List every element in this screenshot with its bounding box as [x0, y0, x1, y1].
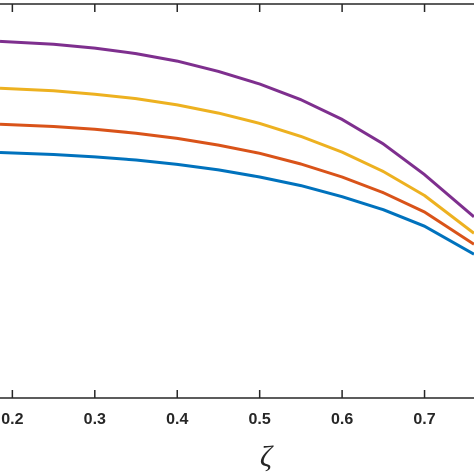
x-tick-label: 0.4 — [166, 411, 188, 428]
series-line-1 — [0, 39, 474, 218]
series-line-2 — [0, 86, 474, 235]
series-line-4 — [0, 151, 474, 256]
axes — [0, 3, 474, 399]
x-tick-label: 0.2 — [1, 411, 23, 428]
x-axis-label: ζ — [260, 440, 274, 473]
x-tick-label: 0.6 — [331, 411, 353, 428]
series-line-3 — [0, 122, 474, 246]
series-group — [0, 39, 474, 256]
x-tick-label: 0.3 — [84, 411, 106, 428]
x-ticks: 0.2 0.3 0.4 0.5 0.6 0.7 — [1, 4, 436, 428]
x-tick-label: 0.5 — [249, 411, 271, 428]
x-tick-label: 0.7 — [413, 411, 435, 428]
